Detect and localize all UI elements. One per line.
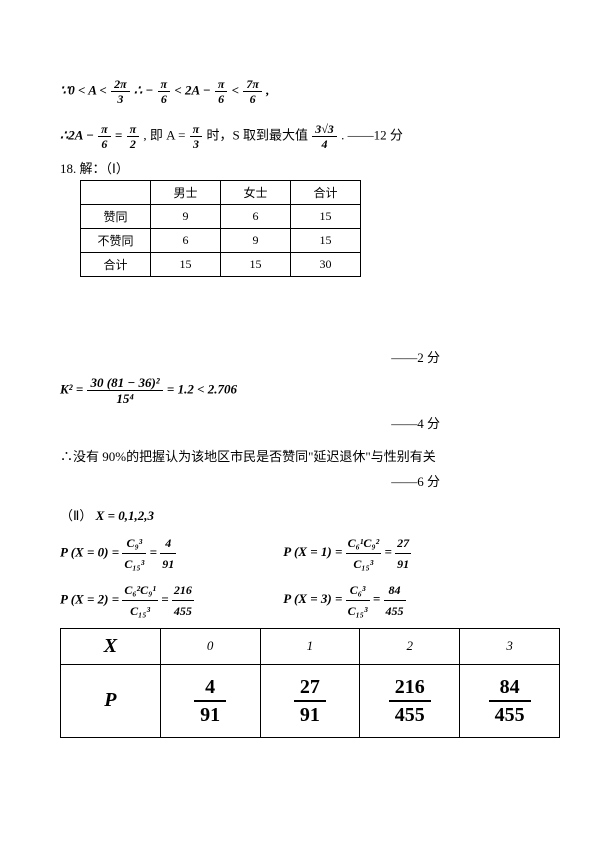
fraction: 84455: [384, 581, 406, 620]
txt: =: [373, 591, 384, 606]
table-row: 不赞同 6 9 15: [81, 229, 361, 253]
txt: P (X = 3) =: [283, 591, 345, 606]
table-header-x: X: [61, 628, 161, 664]
table-row-label-p: P: [61, 664, 161, 737]
table-header: 男士: [151, 181, 221, 205]
fraction: 2π3: [111, 78, 130, 105]
table-header: 合计: [291, 181, 361, 205]
table-cell: 赞同: [81, 205, 151, 229]
contingency-table: 男士 女士 合计 赞同 9 6 15 不赞同 6 9 15 合计 15 15 3…: [80, 180, 361, 277]
table-cell: 30: [291, 253, 361, 277]
table-cell: 15: [221, 253, 291, 277]
txt: ∴2A −: [60, 127, 97, 142]
prob-row-1: P (X = 0) = C₉³C₁₅³ = 491 P (X = 1) = C₆…: [60, 534, 550, 573]
fraction: C₆²C₉¹C₁₅³: [122, 581, 158, 620]
table-row: 赞同 9 6 15: [81, 205, 361, 229]
fraction: π6: [158, 78, 171, 105]
table-cell: 15: [151, 253, 221, 277]
prob-row-2: P (X = 2) = C₆²C₉¹C₁₅³ = 216455 P (X = 3…: [60, 581, 550, 620]
score-6: ——6 分: [60, 471, 440, 490]
txt: =: [115, 127, 126, 142]
score-4: ——4 分: [60, 413, 440, 432]
table-cell: 15: [291, 229, 361, 253]
table-header: 女士: [221, 181, 291, 205]
q18-label: 18. 解：（Ⅰ）: [60, 158, 550, 177]
table-header: 2: [360, 628, 460, 664]
fraction: C₉³C₁₅³: [122, 534, 146, 573]
txt: 时，S 取到最大值: [206, 127, 311, 142]
math-line-2: ∴2A − π6 = π2 , 即 A = π3 时，S 取到最大值 3√34 …: [60, 123, 550, 150]
fraction: π6: [215, 78, 228, 105]
txt: <: [232, 82, 243, 97]
table-cell: 9: [151, 205, 221, 229]
table-row: 合计 15 15 30: [81, 253, 361, 277]
txt: =: [150, 544, 161, 559]
math-line-1: ∵0 < A < 2π3 ∴ − π6 < 2A − π6 < 7π6 ,: [60, 78, 550, 105]
fraction: 30 (81 − 36)²15⁴: [87, 376, 162, 405]
table-row: 男士 女士 合计: [81, 181, 361, 205]
table-cell: 合计: [81, 253, 151, 277]
k-squared-line: K² = 30 (81 − 36)²15⁴ = 1.2 < 2.706: [60, 376, 550, 405]
txt: P (X = 2) =: [60, 591, 122, 606]
txt: = 1.2 < 2.706: [167, 381, 237, 396]
fraction: 3√34: [312, 123, 337, 150]
txt: ∵0 < A <: [60, 82, 110, 97]
fraction: 216455: [172, 581, 194, 620]
score-12: . ——12 分: [341, 127, 403, 142]
fraction: π6: [98, 123, 111, 150]
txt: P (X = 1) =: [283, 544, 345, 559]
txt: < 2A −: [174, 82, 214, 97]
x-values: X = 0,1,2,3: [96, 508, 154, 523]
table-cell: 2791: [260, 664, 360, 737]
table-header: [81, 181, 151, 205]
table-header: 0: [160, 628, 260, 664]
fraction: π3: [190, 123, 203, 150]
fraction: π2: [127, 123, 140, 150]
txt: K² =: [60, 381, 86, 396]
txt: =: [384, 544, 395, 559]
fraction: C₆¹C₉²C₁₅³: [346, 534, 382, 573]
table-row: P 491 2791 216455 84455: [61, 664, 560, 737]
table-header: 3: [460, 628, 560, 664]
conclusion-text: ∴没有 90%的把握认为该地区市民是否赞同"延迟退休"与性别有关: [60, 446, 550, 465]
fraction: 2791: [395, 534, 411, 573]
table-cell: 9: [221, 229, 291, 253]
txt: =: [161, 591, 172, 606]
table-cell: 491: [160, 664, 260, 737]
part2-header: （Ⅱ） X = 0,1,2,3: [60, 506, 550, 526]
table-row: X 0 1 2 3: [61, 628, 560, 664]
table-cell: 216455: [360, 664, 460, 737]
fraction: 7π6: [243, 78, 262, 105]
part2-label: （Ⅱ）: [60, 508, 92, 523]
table-cell: 6: [221, 205, 291, 229]
txt: ,: [266, 82, 269, 97]
distribution-table: X 0 1 2 3 P 491 2791 216455 84455: [60, 628, 560, 738]
table-cell: 6: [151, 229, 221, 253]
score-2: ——2 分: [60, 347, 440, 366]
page-content: ∵0 < A < 2π3 ∴ − π6 < 2A − π6 < 7π6 , ∴2…: [0, 0, 600, 778]
fraction: C₆³C₁₅³: [346, 581, 370, 620]
table-cell: 84455: [460, 664, 560, 737]
txt: P (X = 0) =: [60, 544, 122, 559]
txt: ∴ −: [134, 82, 157, 97]
table-cell: 15: [291, 205, 361, 229]
txt: , 即 A =: [143, 127, 188, 142]
fraction: 491: [160, 534, 176, 573]
table-cell: 不赞同: [81, 229, 151, 253]
table-header: 1: [260, 628, 360, 664]
